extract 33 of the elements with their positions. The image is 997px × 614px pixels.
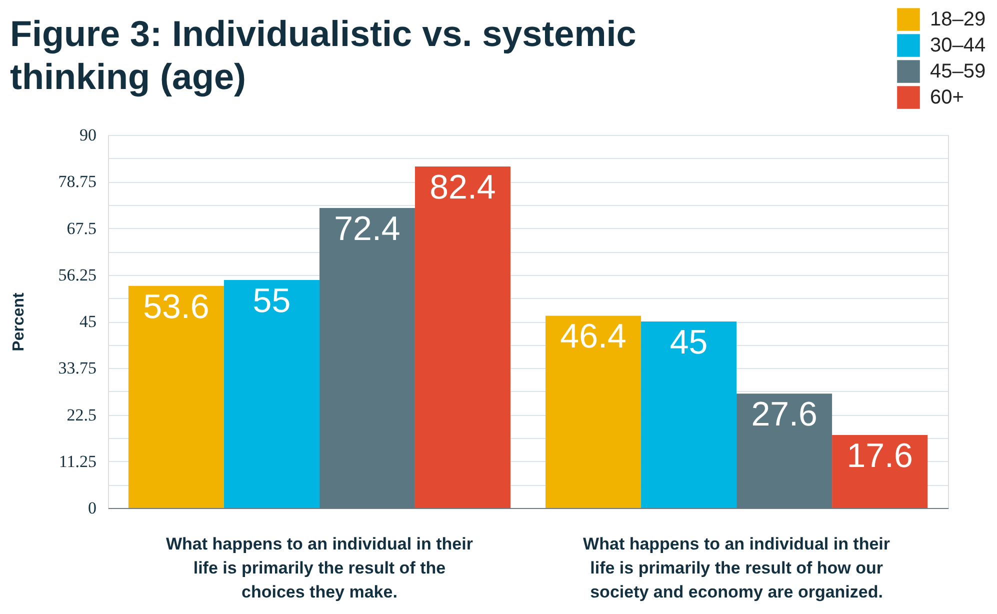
y-tick-label: 45 [80, 312, 96, 331]
data-label: 46.4 [560, 318, 626, 356]
legend-label: 60+ [930, 86, 964, 108]
y-tick-label: 67.5 [66, 218, 96, 238]
y-tick-label: 56.25 [58, 265, 96, 284]
data-label: 72.4 [334, 210, 400, 248]
data-label: 27.6 [751, 396, 818, 434]
bar [546, 316, 642, 508]
bar [224, 280, 320, 508]
bar [319, 208, 415, 508]
data-label: 17.6 [846, 437, 913, 476]
y-tick-label: 11.25 [58, 452, 96, 471]
y-axis-title: Percent [10, 292, 28, 352]
y-tick-label: 22.5 [66, 405, 96, 424]
legend-label: 45–59 [930, 60, 986, 82]
y-tick-label: 33.75 [58, 358, 96, 378]
y-tick-label: 0 [88, 498, 96, 518]
data-label: 45 [670, 324, 708, 362]
x-tick-label: What happens to an individual in their life is primarily the result of the choices they make. [166, 534, 474, 602]
bar [128, 286, 224, 508]
data-label: 55 [252, 282, 291, 320]
x-tick-label: What happens to an individual in their life is primarily the result of how our society and economy are organized. [583, 534, 890, 602]
legend-label: 30–44 [930, 34, 986, 56]
data-label: 53.6 [143, 288, 210, 326]
chart-title: Figure 3: Individualistic vs. systemic thinking (age) [10, 13, 636, 97]
y-tick-label: 90 [80, 126, 96, 144]
bar [414, 166, 510, 508]
data-label: 82.4 [430, 168, 496, 206]
bar [641, 322, 737, 508]
y-tick-label: 78.75 [58, 172, 96, 192]
legend-label: 18–29 [930, 8, 986, 30]
bar [736, 394, 832, 508]
bar [832, 435, 928, 508]
